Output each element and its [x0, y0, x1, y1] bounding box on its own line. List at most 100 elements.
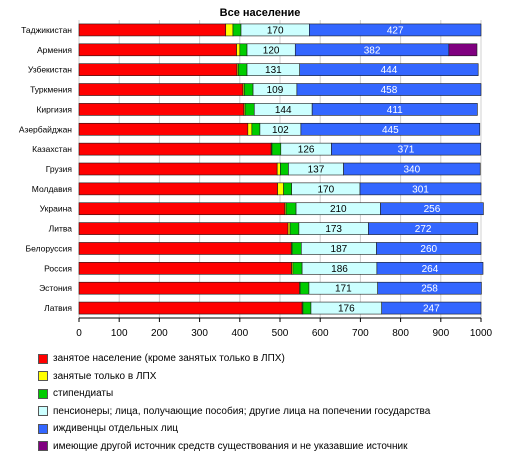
legend-swatch [38, 441, 48, 452]
data-label: 170 [317, 184, 334, 195]
x-tick-label: 1000 [470, 328, 493, 339]
data-label: 258 [421, 284, 438, 295]
x-tick-label: 900 [432, 328, 449, 339]
bar-segment [237, 63, 248, 76]
bar-segment [239, 43, 248, 57]
legend-label: стипендиаты [53, 388, 114, 400]
legend-label: занятое население (кроме занятых только … [53, 353, 285, 365]
bar-segment [78, 301, 303, 315]
bar-segment [78, 122, 249, 136]
x-tick-label: 700 [352, 328, 369, 339]
data-label: 176 [338, 304, 355, 315]
legend-label: пенсионеры; лица, получающие пособия; др… [53, 405, 431, 417]
legend-swatch [38, 371, 48, 382]
bar-segment [277, 182, 284, 196]
bar-segment [376, 242, 482, 255]
category-label: Таджикистан [21, 25, 72, 35]
bar-segment [78, 43, 237, 57]
data-label: 301 [412, 184, 429, 195]
data-label: 247 [423, 304, 440, 315]
legend-item: занятое население (кроме занятых только … [38, 350, 508, 368]
data-label: 137 [308, 165, 325, 176]
bar-segment [78, 23, 227, 37]
bar-segment [376, 262, 484, 275]
bar-segment [448, 43, 478, 57]
bar-segment [285, 202, 297, 216]
bar-segment [311, 103, 478, 116]
x-tick-label: 800 [392, 328, 409, 339]
data-label: 170 [267, 25, 284, 36]
data-label: 411 [387, 105, 403, 116]
x-axis: 0 100 200 300 400 500 600 700 800 900 1000 [76, 317, 493, 339]
bar-segment [78, 281, 300, 295]
data-label: 264 [422, 264, 439, 275]
bar-segment [78, 182, 278, 196]
x-tick-label: 0 [76, 328, 82, 339]
category-label: Украина [40, 204, 73, 214]
bar-segment [309, 23, 482, 37]
bar-segment [78, 242, 292, 255]
legend-item: иждивенцы отдельных лиц [38, 420, 508, 438]
data-label: 144 [275, 105, 292, 116]
bar-segment [247, 122, 253, 136]
bar-segment [331, 142, 481, 156]
bar-segment [78, 103, 245, 116]
bar-segment [243, 83, 254, 96]
bar-segment [359, 182, 482, 196]
data-label: 458 [381, 85, 398, 96]
bar-segment [232, 23, 242, 37]
x-tick-label: 600 [312, 328, 329, 339]
bar-segment [271, 142, 282, 156]
category-label: Узбекистан [28, 65, 72, 75]
legend-swatch [38, 406, 48, 417]
legend-label: имеющие другой источник средств существо… [53, 440, 408, 452]
data-label: 340 [404, 165, 421, 176]
legend-swatch [38, 423, 48, 434]
x-tick-label: 400 [231, 328, 248, 339]
data-label: 445 [382, 125, 399, 136]
bar-segment [78, 202, 286, 216]
category-label: Грузия [46, 164, 73, 174]
category-label: Азербайджан [19, 124, 72, 134]
bar-segment [283, 182, 292, 196]
category-labels: Таджикистан Армения Узбекистан Туркмения Кир… [19, 25, 73, 313]
bar-segment [299, 281, 310, 295]
category-label: Молдавия [32, 184, 73, 194]
legend-item: пенсионеры; лица, получающие пособия; др… [38, 403, 508, 421]
data-label: 272 [415, 224, 432, 235]
data-label: 126 [298, 145, 315, 156]
bar-segment [292, 262, 303, 275]
bar-segment [236, 43, 241, 57]
data-label: 187 [331, 244, 348, 255]
data-label: 109 [267, 85, 284, 96]
bar-segment [251, 122, 261, 136]
data-label: 427 [387, 25, 404, 36]
data-label: 371 [398, 145, 415, 156]
bar-segment [302, 301, 312, 315]
legend-label: иждивенцы отдельных лиц [53, 423, 179, 435]
bar-segment [244, 103, 255, 116]
data-label: 256 [424, 204, 441, 215]
bar-segment [289, 222, 300, 235]
bar-segment [78, 83, 244, 96]
category-label: Казахстан [32, 144, 72, 154]
data-label: 382 [364, 45, 381, 56]
data-label: 102 [272, 125, 289, 136]
bar-segment [280, 162, 289, 176]
bar-segment [377, 281, 482, 295]
x-tick-label: 100 [111, 328, 128, 339]
legend: занятое население (кроме занятых только … [38, 350, 508, 455]
bar-segment [300, 122, 481, 136]
data-label: 173 [325, 224, 342, 235]
bar-segment [296, 83, 482, 96]
bar-segment [368, 222, 479, 235]
category-label: Туркмения [30, 85, 72, 95]
category-label: Киргизия [36, 104, 72, 114]
legend-swatch [38, 388, 48, 399]
legend-item: имеющие другой источник средств существо… [38, 438, 508, 456]
bar-segment [343, 162, 481, 176]
category-label: Армения [37, 45, 72, 55]
bar-segment [287, 222, 291, 235]
legend-item: занятые только в ЛПХ [38, 368, 508, 386]
stacked-bar-chart: Все население 170 427 120 382 131 444 109 458 14… [19, 7, 493, 339]
